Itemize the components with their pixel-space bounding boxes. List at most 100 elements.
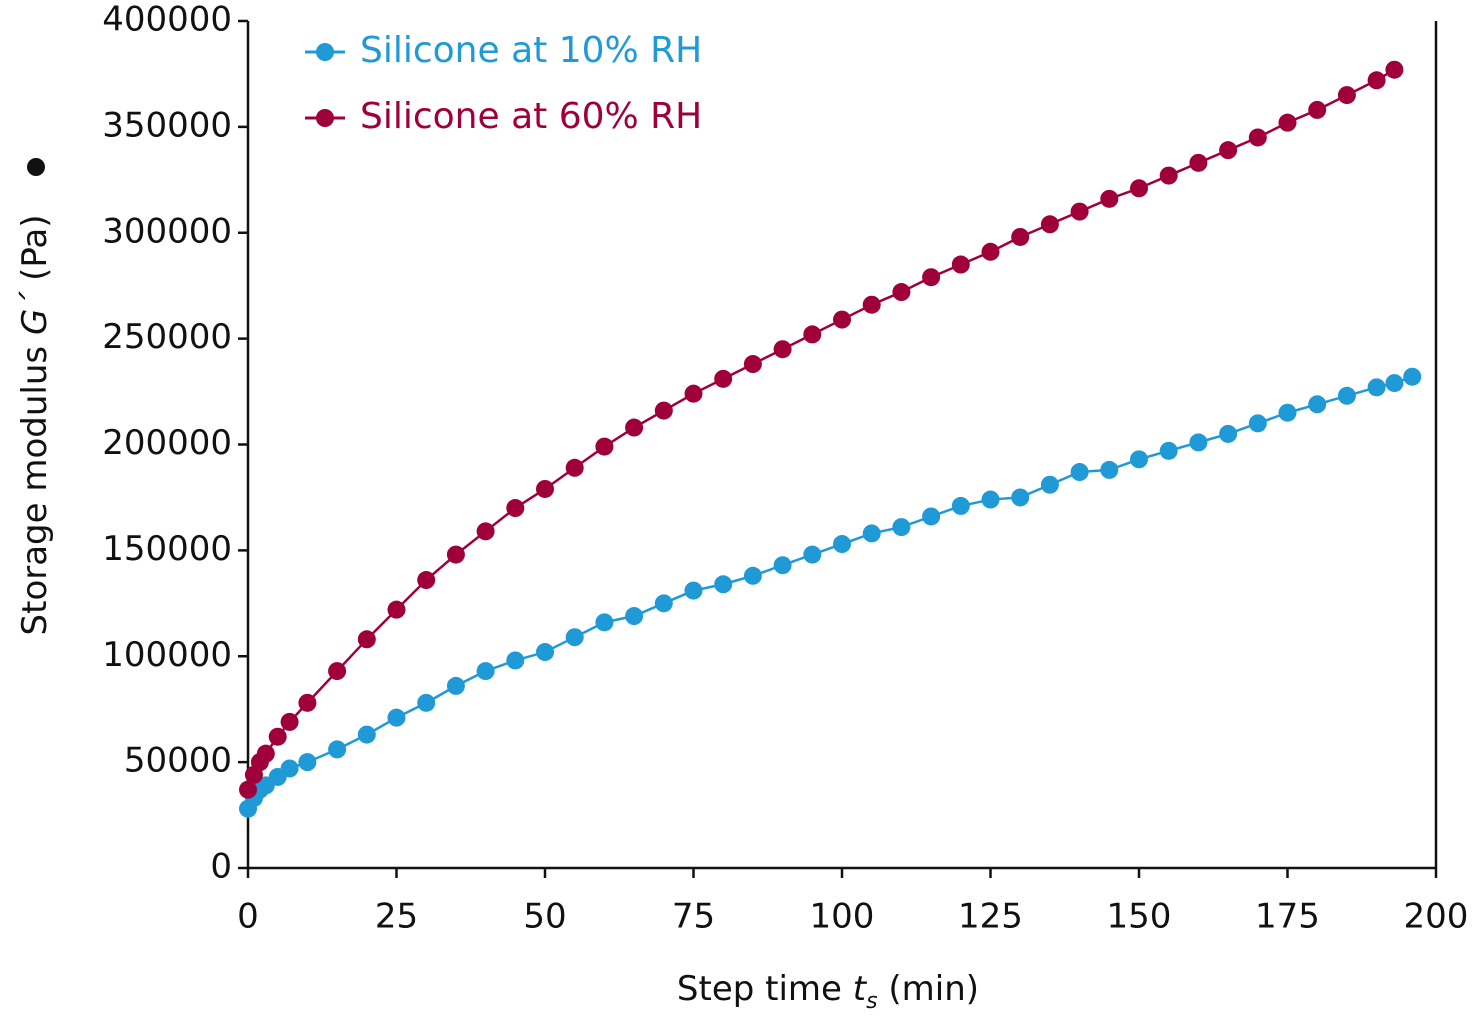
data-point (922, 268, 941, 287)
data-point (328, 740, 347, 759)
data-point (803, 545, 822, 564)
data-point (833, 535, 851, 554)
data-point (536, 479, 554, 498)
y-axis-label: Storage modulus G´ (Pa) (15, 215, 55, 636)
data-point (862, 295, 881, 314)
data-point (892, 518, 911, 537)
data-point (417, 571, 436, 590)
data-point (387, 708, 406, 727)
data-point (1130, 450, 1148, 469)
data-point (565, 628, 584, 647)
y-tick-label: 150000 (102, 529, 232, 569)
legend-marker (316, 109, 334, 127)
x-tick-label: 125 (958, 897, 1023, 937)
data-point (446, 676, 465, 695)
data-point (1100, 460, 1119, 479)
y-tick-label: 300000 (102, 211, 232, 251)
data-point (743, 566, 762, 585)
data-point (951, 496, 970, 515)
data-point (280, 759, 299, 778)
data-point (476, 522, 495, 541)
data-point (892, 283, 911, 302)
data-point (951, 255, 970, 274)
data-point (536, 643, 554, 662)
data-point (833, 310, 851, 329)
x-tick-label: 25 (375, 897, 418, 937)
data-point (268, 727, 287, 746)
data-point (595, 613, 614, 632)
data-point (595, 437, 614, 456)
data-point (773, 556, 792, 575)
legend-label: Silicone at 60% RH (360, 96, 702, 137)
y-axis-label-group: Storage modulus G´ (Pa) (15, 158, 55, 635)
data-point (476, 662, 495, 681)
data-point (1248, 128, 1267, 147)
y-tick-label: 250000 (102, 317, 232, 357)
data-point (714, 575, 733, 594)
x-tick-label: 150 (1107, 897, 1172, 937)
data-point (1367, 378, 1386, 397)
data-point (625, 607, 644, 626)
data-point (357, 725, 376, 744)
data-point (714, 369, 733, 388)
data-point (1278, 113, 1297, 132)
data-point (1100, 189, 1119, 208)
legend-marker (316, 43, 334, 61)
data-point (1385, 60, 1404, 79)
y-tick-label: 100000 (102, 635, 232, 675)
data-point (1219, 424, 1238, 443)
data-point (256, 744, 275, 763)
data-point (1189, 153, 1208, 172)
x-tick-label: 200 (1404, 897, 1469, 937)
y-tick-label: 50000 (124, 741, 232, 781)
data-point (506, 499, 525, 518)
data-point (446, 545, 465, 564)
data-point (1159, 441, 1178, 460)
data-point (743, 355, 762, 374)
data-point (328, 662, 347, 681)
data-point (862, 524, 881, 543)
data-point (1248, 414, 1267, 433)
data-point (654, 401, 673, 420)
data-point (1278, 403, 1297, 422)
data-point (922, 507, 941, 526)
x-tick-label: 0 (237, 897, 259, 937)
data-point (506, 651, 525, 670)
data-point (1130, 179, 1148, 198)
data-point (1040, 475, 1059, 494)
data-point (981, 242, 1000, 261)
data-point (625, 418, 644, 437)
data-point (280, 712, 299, 731)
data-point (357, 630, 376, 649)
x-tick-label: 175 (1255, 897, 1320, 937)
data-point (387, 600, 406, 619)
x-tick-label: 75 (672, 897, 715, 937)
y-tick-label: 400000 (102, 0, 232, 40)
data-point (1159, 166, 1178, 185)
y-tick-label: 200000 (102, 423, 232, 463)
y-tick-label: 0 (210, 847, 232, 887)
data-point (1070, 463, 1089, 482)
legend-entry: Silicone at 60% RH (305, 96, 702, 137)
data-point (1011, 227, 1030, 246)
data-point (1308, 100, 1327, 119)
data-point (417, 693, 436, 712)
data-point (1337, 386, 1356, 405)
data-point (1403, 367, 1422, 386)
data-point (239, 780, 257, 799)
x-axis-label: Step time ts (min) (677, 969, 979, 1021)
data-point (1011, 488, 1030, 507)
data-point (298, 753, 317, 772)
data-point (1040, 215, 1059, 234)
data-point (684, 581, 703, 600)
data-point (654, 594, 673, 613)
data-point (1337, 86, 1356, 105)
y-tick-label: 350000 (102, 105, 232, 145)
x-tick-label: 50 (523, 897, 566, 937)
data-point (1189, 433, 1208, 452)
data-point (684, 384, 703, 403)
data-point (803, 325, 822, 344)
data-point (298, 693, 317, 712)
data-point (1385, 374, 1404, 393)
x-tick-label: 100 (810, 897, 875, 937)
